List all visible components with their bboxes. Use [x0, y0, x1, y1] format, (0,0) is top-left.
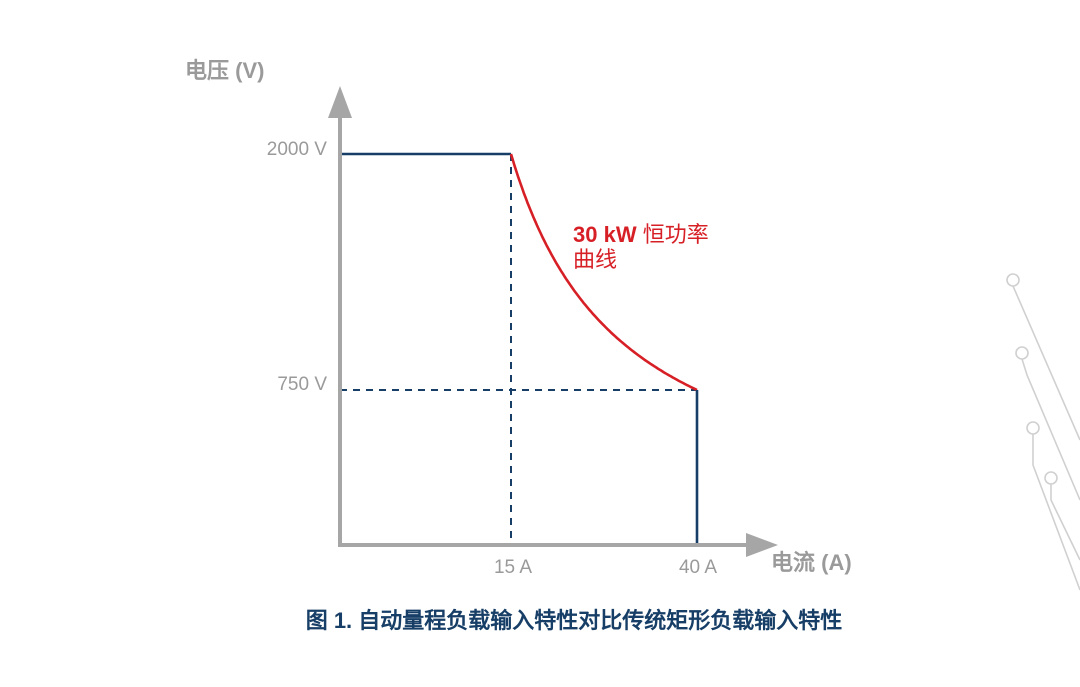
curve-annotation-line2: 曲线	[573, 247, 617, 272]
constant-power-curve	[509, 153, 698, 392]
figure-caption: 图 1. 自动量程负载输入特性对比传统矩形负载输入特性	[305, 608, 843, 633]
y-axis-title: 电压 (V)	[185, 58, 264, 83]
curve-annotation-type: 恒功率	[637, 222, 709, 247]
y-tick-label-2000: 2000 V	[267, 139, 328, 160]
curve-annotation-line1: 30 kW 恒功率	[573, 222, 709, 247]
y-axis-arrow	[328, 86, 352, 118]
curve-annotation-power: 30 kW	[573, 222, 637, 247]
x-tick-label-40: 40 A	[679, 557, 717, 578]
x-axis-arrow	[746, 533, 778, 557]
plot-area	[340, 152, 699, 545]
x-tick-label-15: 15 A	[494, 557, 532, 578]
x-axis-title: 电流 (A)	[771, 550, 852, 575]
y-tick-label-750: 750 V	[277, 374, 327, 395]
circuit-decoration	[1006, 273, 1080, 591]
